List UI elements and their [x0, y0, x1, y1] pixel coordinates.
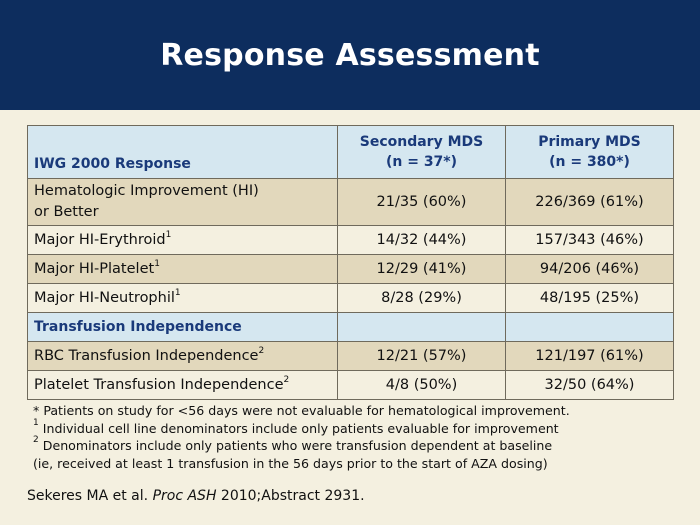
secondary-value: 21/35 (60%) [337, 178, 506, 226]
row-label-line2: or Better [34, 204, 99, 220]
header-primary-mds: Primary MDS (n = 380*) [505, 125, 674, 179]
footnote-ref: 2 [283, 375, 290, 385]
slide-title: Response Assessment [160, 37, 540, 73]
secondary-value: 14/32 (44%) [337, 225, 506, 255]
header-secondary-mds-label: Secondary MDS [359, 134, 484, 150]
citation-journal: Proc ASH [152, 488, 217, 504]
secondary-value: 8/28 (29%) [337, 283, 506, 313]
table-row: Major HI-Platelet1 12/29 (41%) 94/206 (4… [27, 254, 674, 284]
header-secondary-mds: Secondary MDS (n = 37*) [337, 125, 506, 179]
secondary-value: 12/29 (41%) [337, 254, 506, 284]
table-row: Platelet Transfusion Independence2 4/8 (… [27, 370, 674, 400]
row-label: Hematologic Improvement (HI) or Better [27, 178, 338, 226]
footnote-mark: * [33, 403, 40, 418]
footnote-ref: 1 [165, 230, 172, 240]
row-label-text: Major HI-Platelet [34, 261, 155, 277]
row-label: Major HI-Erythroid1 [27, 225, 338, 255]
row-label-line1: Hematologic Improvement (HI) [34, 183, 259, 199]
header-secondary-mds-n: (n = 37*) [385, 154, 458, 170]
section-label: Transfusion Independence [27, 312, 338, 342]
row-label-text: Platelet Transfusion Independence [34, 377, 284, 393]
footnote-text: (ie, received at least 1 transfusion in … [33, 455, 548, 471]
row-label: Major HI-Platelet1 [27, 254, 338, 284]
footnote-mark: 2 [33, 435, 39, 445]
table-row: Major HI-Erythroid1 14/32 (44%) 157/343 … [27, 225, 674, 255]
section-empty-cell [337, 312, 506, 342]
row-label-text: RBC Transfusion Independence [34, 348, 259, 364]
primary-value: 48/195 (25%) [505, 283, 674, 313]
footnote-ref: 2 [258, 346, 265, 356]
primary-value: 157/343 (46%) [505, 225, 674, 255]
section-empty-cell [505, 312, 674, 342]
footnote-text: Patients on study for <56 days were not … [43, 403, 570, 418]
footnote-mark: 1 [33, 417, 39, 428]
table-row: Hematologic Improvement (HI) or Better 2… [27, 178, 674, 226]
header-iwg-response: IWG 2000 Response [27, 125, 338, 179]
citation-rest: 2010;Abstract 2931. [220, 488, 365, 504]
footnote: 2 Denominators include only patients who… [33, 435, 673, 455]
citation-authors: Sekeres MA et al. [27, 488, 149, 504]
footnote-continuation: (ie, received at least 1 transfusion in … [33, 455, 673, 473]
row-label-text: Major HI-Neutrophil [34, 290, 175, 306]
secondary-value: 4/8 (50%) [337, 370, 506, 400]
footnotes: * Patients on study for <56 days were no… [33, 402, 673, 472]
row-label: Major HI-Neutrophil1 [27, 283, 338, 313]
secondary-value: 12/21 (57%) [337, 341, 506, 371]
response-table: IWG 2000 Response Secondary MDS (n = 37*… [27, 125, 674, 400]
header-primary-mds-label: Primary MDS [538, 134, 641, 150]
footnote-ref: 1 [154, 259, 160, 269]
title-bar: Response Assessment [0, 0, 700, 110]
table-row: RBC Transfusion Independence2 12/21 (57%… [27, 341, 674, 371]
row-label: RBC Transfusion Independence2 [27, 341, 338, 371]
section-row: Transfusion Independence [27, 312, 674, 342]
header-primary-mds-n: (n = 380*) [549, 154, 630, 170]
row-label-text: Major HI-Erythroid [34, 232, 166, 248]
footnote: 1 Individual cell line denominators incl… [33, 417, 673, 438]
citation: Sekeres MA et al. Proc ASH 2010;Abstract… [27, 488, 365, 504]
footnote: * Patients on study for <56 days were no… [33, 402, 673, 420]
row-label: Platelet Transfusion Independence2 [27, 370, 338, 400]
primary-value: 32/50 (64%) [505, 370, 674, 400]
primary-value: 94/206 (46%) [505, 254, 674, 284]
table-header-row: IWG 2000 Response Secondary MDS (n = 37*… [27, 125, 674, 179]
footnote-ref: 1 [174, 288, 181, 298]
table-row: Major HI-Neutrophil1 8/28 (29%) 48/195 (… [27, 283, 674, 313]
primary-value: 226/369 (61%) [505, 178, 674, 226]
primary-value: 121/197 (61%) [505, 341, 674, 371]
footnote-text: Denominators include only patients who w… [42, 438, 553, 453]
footnote-text: Individual cell line denominators includ… [42, 420, 559, 436]
